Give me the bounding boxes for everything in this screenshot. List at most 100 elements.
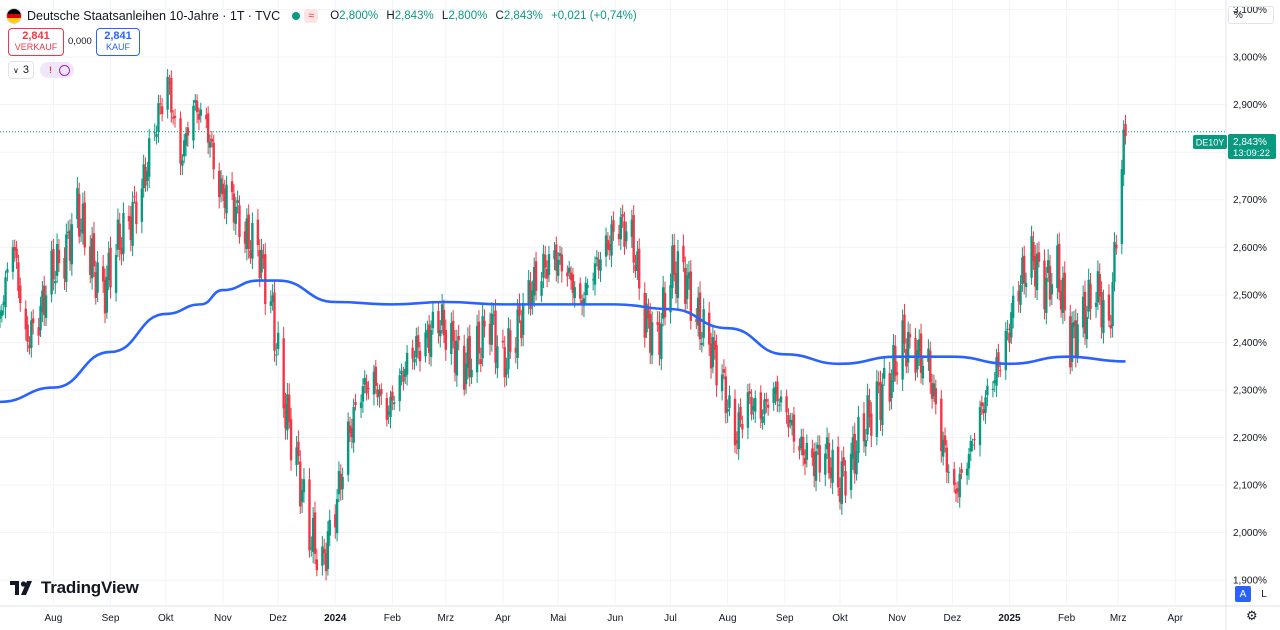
candle-body [183, 140, 186, 157]
candle-body [295, 447, 298, 466]
candle-body [146, 171, 149, 181]
price-tag: DE10Y 2,843% 13:09:22 [1193, 134, 1276, 159]
candle-body [311, 517, 315, 552]
candle-body [19, 285, 22, 304]
candle-body [919, 333, 923, 373]
candle-body [702, 309, 705, 338]
candle-body [249, 250, 252, 258]
candle-body [636, 251, 639, 271]
candle-body [1115, 244, 1118, 249]
candle-body [289, 419, 293, 461]
candle-body [853, 433, 856, 474]
candle-body [92, 233, 96, 267]
candle-body [591, 279, 595, 281]
candle-body [531, 290, 534, 306]
candle-body [623, 221, 626, 247]
x-tick-label: Sep [776, 613, 794, 624]
germany-flag-icon [6, 8, 22, 24]
candle-body [737, 412, 740, 450]
y-tick-label: 2,100% [1233, 481, 1267, 492]
candle-body [26, 324, 29, 342]
log-scale-button[interactable]: L [1261, 588, 1267, 600]
candle-body [1070, 322, 1074, 363]
candle-body [181, 160, 184, 166]
candle-body [813, 452, 816, 477]
candle-body [142, 164, 145, 189]
candle-body [337, 470, 341, 495]
candle-body [829, 467, 832, 479]
buy-button[interactable]: 2,841 KAUF [96, 28, 140, 56]
candle-body [754, 397, 757, 412]
candle-body [542, 253, 545, 278]
price-tag-countdown: 13:09:22 [1233, 148, 1270, 159]
refresh-icon[interactable] [58, 64, 70, 76]
candle-body [328, 519, 331, 536]
candle-body [995, 356, 998, 386]
candle-body [698, 292, 702, 340]
axis-unit-selector[interactable]: % [1228, 6, 1274, 24]
candle-body [978, 407, 982, 446]
candle-body [81, 203, 85, 234]
candle-body [849, 453, 853, 490]
candle-body [969, 440, 972, 452]
candle-body [930, 382, 934, 399]
candle-body [28, 344, 31, 349]
candle-body [997, 352, 1000, 368]
candle-body [159, 103, 162, 105]
sell-button[interactable]: 2,841 VERKAUF [8, 28, 64, 56]
candle-body [208, 142, 212, 148]
alert-pill[interactable]: ! [39, 62, 74, 78]
x-tick-label: Apr [495, 613, 511, 624]
alert-icon[interactable]: ! [48, 65, 52, 75]
price-tag-value: 2,843% [1233, 137, 1267, 148]
tradingview-logo[interactable]: TradingView [10, 578, 139, 598]
candle-body [243, 231, 247, 244]
candle-body [870, 413, 873, 436]
candle-body [958, 473, 961, 498]
candle-body [393, 402, 396, 405]
candle-body [940, 398, 943, 452]
candle-body [160, 106, 164, 115]
candle-body [1107, 294, 1111, 321]
gear-icon[interactable]: ⚙ [1246, 608, 1258, 623]
candle-body [2, 301, 5, 305]
candle-body [687, 272, 691, 279]
approx-icon[interactable]: ≈ [304, 9, 319, 23]
candle-body [811, 448, 814, 458]
symbol-title[interactable]: Deutsche Staatsanleihen 10-Jahre · 1T · … [27, 9, 281, 23]
logo-text: TradingView [41, 578, 139, 597]
candle-body [195, 100, 199, 113]
candle-body [96, 262, 99, 293]
candle-body [457, 336, 460, 341]
candle-body [584, 282, 587, 296]
candle-body [350, 427, 354, 438]
indicators-toggle[interactable]: ∨ 3 [8, 61, 34, 79]
candle-body [696, 297, 700, 326]
y-tick-label: 2,400% [1233, 338, 1267, 349]
candle-body [184, 133, 188, 146]
candle-body [960, 469, 963, 473]
candle-body [752, 405, 755, 410]
candle-body [105, 276, 109, 313]
candle-body [116, 219, 120, 250]
y-tick-label: 2,900% [1233, 100, 1267, 111]
candle-body [954, 489, 958, 494]
candle-body [11, 247, 15, 272]
market-status-icon[interactable] [292, 12, 301, 20]
candle-body [1058, 243, 1061, 293]
candle-body [1094, 302, 1098, 307]
candle-body [888, 373, 891, 402]
candle-body [953, 469, 956, 485]
candle-body [404, 368, 407, 377]
candle-body [831, 449, 834, 483]
candle-body [24, 308, 27, 330]
candle-body [580, 300, 584, 306]
candle-body [520, 320, 523, 339]
auto-scale-button[interactable]: A [1235, 586, 1251, 602]
candle-body [1072, 322, 1076, 327]
candle-body [194, 100, 197, 103]
x-tick-label: Mai [550, 613, 566, 624]
candle-body [300, 489, 304, 503]
candle-body [851, 437, 855, 459]
